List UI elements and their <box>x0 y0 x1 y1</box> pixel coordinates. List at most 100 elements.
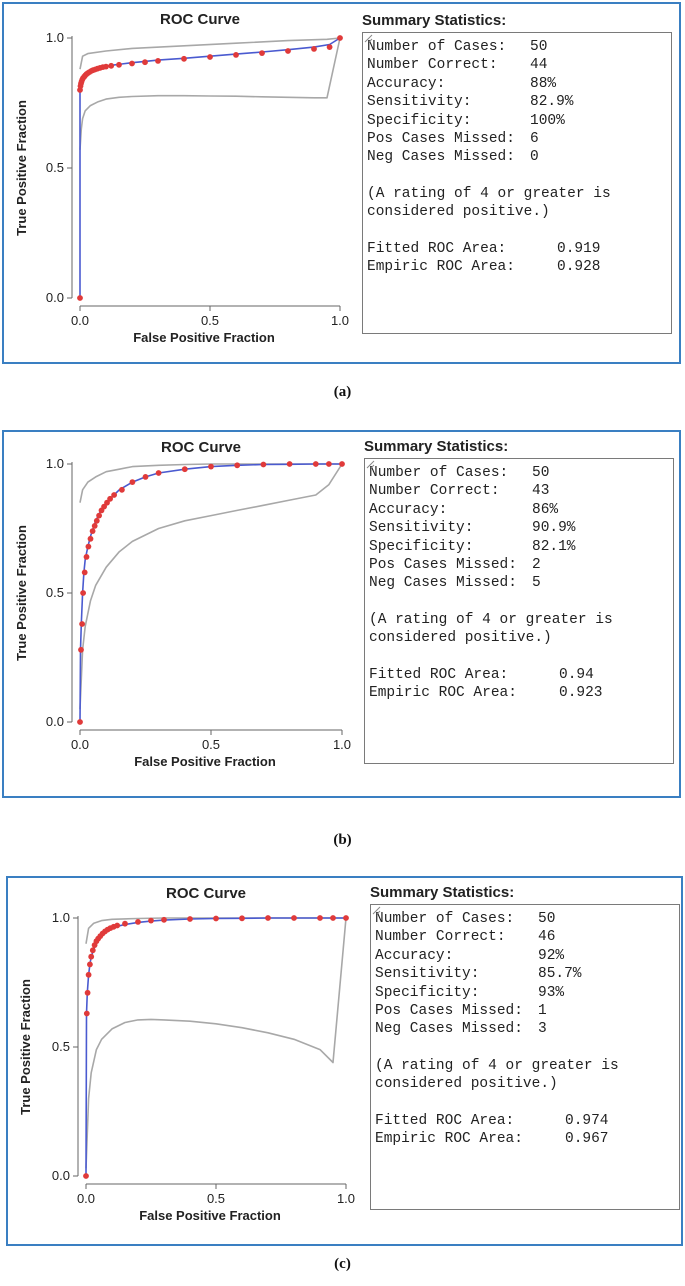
x-tick-label: 1.0 <box>333 737 351 752</box>
x-tick-label: 0.0 <box>71 737 89 752</box>
stat-row: Sensitivity: 85.7% <box>375 965 679 983</box>
stat-key: Fitted ROC Area: <box>369 666 509 683</box>
stat-row: Sensitivity: 82.9% <box>367 93 671 111</box>
summary-statistics-textarea[interactable]: Number of Cases: 50 Number Correct: 43 Accur… <box>364 458 674 764</box>
roc-area-row: Empiric ROC Area: 0.967 <box>375 1130 679 1148</box>
stat-key: Number of Cases: <box>375 911 515 927</box>
stat-value: 1 <box>538 1003 547 1020</box>
stat-value: 6 <box>530 131 539 148</box>
roc-point <box>155 470 162 476</box>
roc-point <box>187 916 193 922</box>
stat-row: Number of Cases: 50 <box>367 38 671 56</box>
stat-row: Number of Cases: 50 <box>375 910 679 928</box>
resize-grip-icon[interactable] <box>365 459 375 469</box>
stat-value: 2 <box>532 557 541 574</box>
x-tick-label: 0.5 <box>202 737 220 752</box>
stat-key: Accuracy: <box>367 75 446 92</box>
roc-panel-b: ROC Curve 0.0 0.5 1.0 0.0 0.5 1.0 False Positiv… <box>2 430 681 798</box>
y-tick-label: 0.5 <box>52 1039 70 1054</box>
summary-statistics-textarea[interactable]: Number of Cases: 50 Number Correct: 44 Accur… <box>362 32 672 334</box>
stat-value: 0.928 <box>557 259 601 276</box>
x-axis-label: False Positive Fraction <box>133 330 275 345</box>
stat-key: Neg Cases Missed: <box>375 1021 523 1038</box>
stat-key: Specificity: <box>369 538 474 555</box>
x-axis-label: False Positive Fraction <box>139 1208 281 1223</box>
roc-point <box>85 971 92 978</box>
roc-point <box>142 474 149 480</box>
fitted-curve <box>85 917 346 1177</box>
roc-point <box>291 915 297 921</box>
stat-value: 85.7% <box>538 966 582 983</box>
roc-area-row: Fitted ROC Area: 0.94 <box>369 666 673 684</box>
stat-value: 0.974 <box>565 1112 609 1129</box>
stat-key: Pos Cases Missed: <box>367 131 515 148</box>
resize-grip-icon[interactable] <box>371 905 381 915</box>
stat-key: Neg Cases Missed: <box>369 575 517 592</box>
roc-point <box>161 916 167 923</box>
roc-panel-a: ROC Curve 0.0 0.5 1.0 0.0 0.5 1.0 False Positiv… <box>2 2 681 364</box>
roc-point <box>107 495 113 502</box>
roc-point <box>326 461 332 467</box>
stat-key: Accuracy: <box>369 501 448 518</box>
stat-value: 88% <box>530 75 557 92</box>
upper-bound-curve <box>79 37 341 70</box>
caption-b: (b) <box>333 832 352 848</box>
stat-row: Accuracy: 92% <box>375 947 679 965</box>
chart-title: ROC Curve <box>160 11 240 28</box>
stat-key: Fitted ROC Area: <box>367 240 507 257</box>
roc-point <box>286 461 293 467</box>
positive-rating-note: (A rating of 4 or greater is considered … <box>369 611 622 647</box>
roc-point <box>207 54 213 60</box>
positive-rating-note: (A rating of 4 or greater is considered … <box>375 1057 628 1093</box>
roc-point <box>259 50 265 56</box>
stat-key: Number Correct: <box>369 483 500 500</box>
roc-point <box>311 46 317 52</box>
roc-area-row: Fitted ROC Area: 0.974 <box>375 1112 679 1130</box>
roc-point <box>260 461 267 468</box>
roc-point <box>108 62 115 69</box>
roc-point <box>208 463 214 470</box>
stat-value: 50 <box>532 465 550 481</box>
roc-point <box>233 52 239 58</box>
stat-key: Sensitivity: <box>375 966 480 983</box>
stat-key: Empiric ROC Area: <box>375 1131 523 1148</box>
stat-key: Number of Cases: <box>367 39 507 55</box>
summary-statistics-textarea[interactable]: Number of Cases: 50 Number Correct: 46 Accur… <box>370 904 680 1210</box>
upper-bound-curve <box>85 917 346 944</box>
stat-value: 100% <box>530 112 565 129</box>
roc-point <box>317 915 323 921</box>
x-tick-label: 0.0 <box>71 313 89 328</box>
x-tick-label: 1.0 <box>337 1191 355 1206</box>
roc-point <box>87 961 93 968</box>
roc-area-row: Empiric ROC Area: 0.923 <box>369 684 673 702</box>
roc-point <box>155 58 161 64</box>
roc-point <box>83 554 90 560</box>
stat-value: 0.919 <box>557 240 601 257</box>
roc-point <box>234 462 241 469</box>
resize-grip-icon[interactable] <box>363 33 373 43</box>
y-tick-label: 0.0 <box>46 290 64 305</box>
roc-point <box>135 919 141 925</box>
lower-bound-curve <box>79 37 341 150</box>
stat-row: Number Correct: 43 <box>369 482 673 500</box>
roc-point <box>83 1010 90 1017</box>
stat-value: 5 <box>532 575 541 592</box>
roc-point <box>181 466 188 473</box>
roc-point <box>213 915 219 922</box>
y-tick-label: 1.0 <box>46 456 64 471</box>
stats-title: Summary Statistics: <box>370 884 515 901</box>
stat-row: Specificity: 93% <box>375 984 679 1002</box>
roc-point <box>77 295 83 301</box>
x-tick-label: 1.0 <box>331 313 349 328</box>
roc-point <box>84 989 91 996</box>
fitted-curve <box>79 37 341 298</box>
upper-bound-curve <box>79 463 342 503</box>
stat-key: Neg Cases Missed: <box>367 149 515 166</box>
roc-point <box>239 915 245 922</box>
stat-value: 3 <box>538 1021 547 1038</box>
y-axis-label: True Positive Fraction <box>14 525 29 661</box>
roc-point <box>91 523 98 529</box>
roc-point <box>129 60 135 67</box>
roc-point <box>80 590 86 596</box>
y-tick-label: 0.5 <box>46 160 64 175</box>
